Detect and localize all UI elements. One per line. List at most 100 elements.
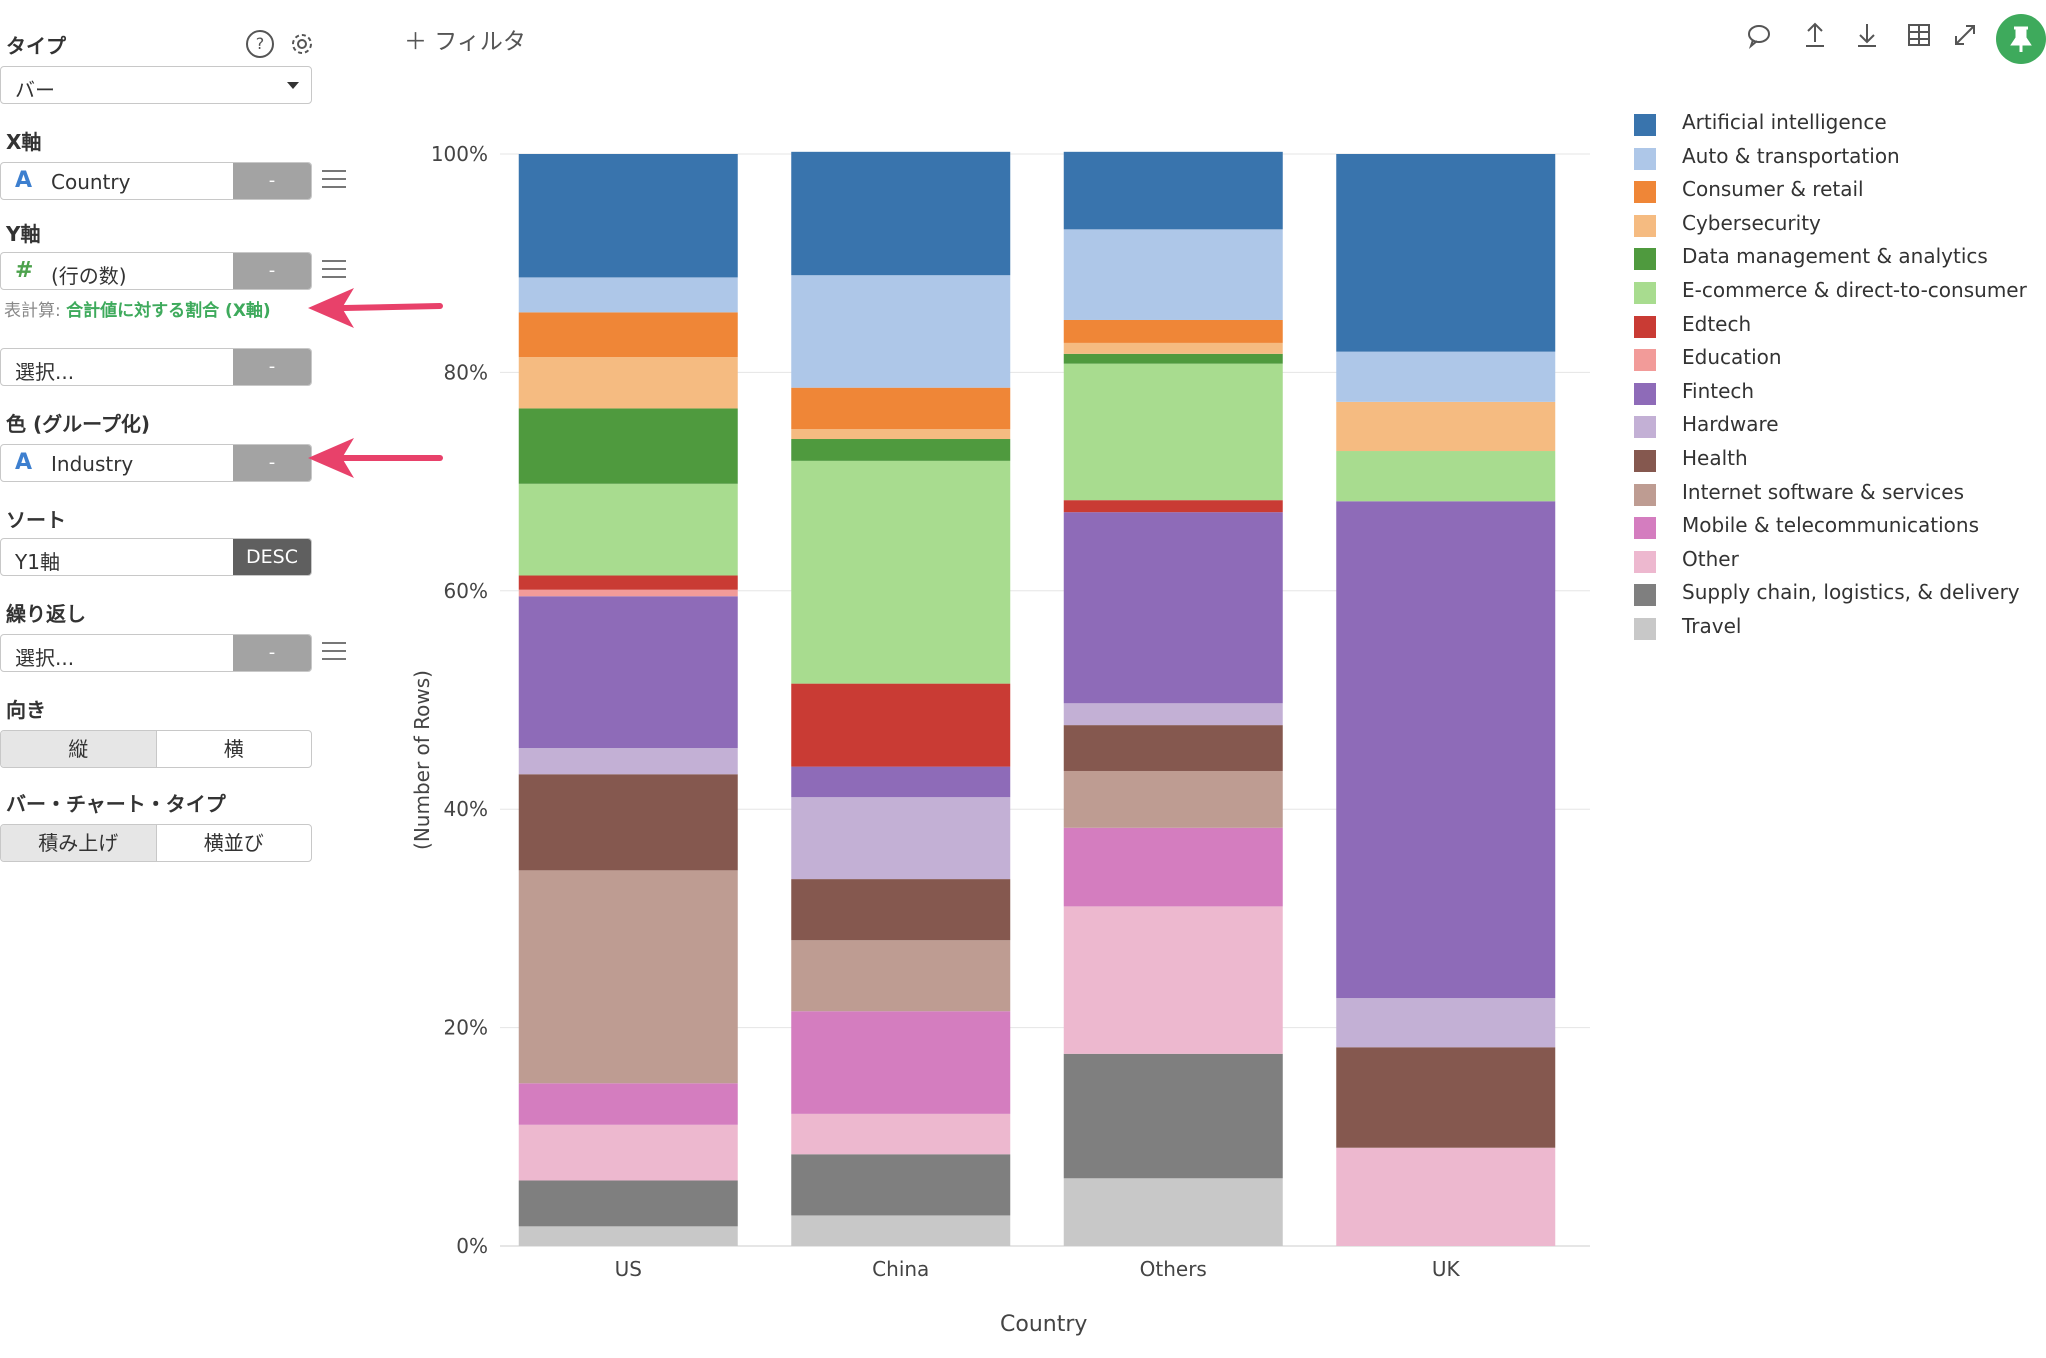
orientation-horizontal[interactable]: 横 — [223, 737, 244, 761]
bar-segment[interactable] — [518, 774, 738, 871]
bar-segment[interactable] — [518, 408, 738, 484]
bar-segment[interactable] — [518, 154, 738, 278]
bar-segment[interactable] — [791, 429, 1011, 440]
color-field[interactable]: A Industry - — [0, 444, 312, 482]
bar-segment[interactable] — [518, 1226, 738, 1246]
legend-swatch — [1634, 450, 1656, 472]
bar-segment[interactable] — [1063, 151, 1283, 230]
color-label: 色 (グループ化) — [6, 412, 151, 436]
bar-segment[interactable] — [791, 275, 1011, 388]
bar-segment[interactable] — [791, 940, 1011, 1012]
bar-segment[interactable] — [1063, 827, 1283, 907]
help-icon[interactable]: ? — [246, 30, 274, 58]
bar-segment[interactable] — [791, 797, 1011, 880]
y-axis-field[interactable]: # (行の数) - — [0, 252, 312, 290]
bar-segment[interactable] — [518, 1180, 738, 1227]
bar-type-stacked[interactable]: 積み上げ — [1, 825, 157, 861]
expand-icon[interactable] — [1950, 20, 1980, 50]
bar-segment[interactable] — [1063, 703, 1283, 726]
y-tick-label: 80% — [444, 360, 488, 384]
bar-segment[interactable] — [1063, 512, 1283, 704]
bar-segment[interactable] — [1063, 229, 1283, 320]
bar-segment[interactable] — [518, 312, 738, 358]
bar-segment[interactable] — [791, 151, 1011, 276]
bar-segment[interactable] — [1336, 401, 1556, 452]
bar-segment[interactable] — [791, 766, 1011, 798]
repeat-label: 繰り返し — [6, 602, 86, 626]
table-calc-prefix: 表計算: — [4, 301, 61, 321]
comment-icon[interactable] — [1744, 20, 1774, 50]
legend-label: Supply chain, logistics, & delivery — [1682, 580, 2020, 605]
bar-segment[interactable] — [791, 1154, 1011, 1216]
bar-segment[interactable] — [791, 879, 1011, 941]
legend-swatch — [1634, 618, 1656, 640]
text-type-icon: A — [15, 168, 33, 193]
bar-segment[interactable] — [1336, 1047, 1556, 1148]
sort-field[interactable]: Y1軸 DESC — [0, 538, 312, 576]
bar-segment[interactable] — [791, 439, 1011, 461]
settings-panel: タイプ ? バー X軸 A Country - Y軸 # (行の数) - 表計算… — [0, 0, 346, 1358]
y2-axis-field[interactable]: 選択... - — [0, 348, 312, 386]
bar-segment[interactable] — [518, 483, 738, 576]
bar-segment[interactable] — [1336, 351, 1556, 402]
table-calc-info[interactable]: 表計算: 合計値に対する割合 (X軸) — [4, 296, 271, 321]
bar-segment[interactable] — [791, 1011, 1011, 1114]
bar-segment[interactable] — [518, 870, 738, 1084]
bar-segment[interactable] — [791, 683, 1011, 767]
orientation-vertical[interactable]: 縦 — [1, 731, 157, 767]
bar-type-label: バー・チャート・タイプ — [6, 792, 226, 816]
bar-segment[interactable] — [1336, 451, 1556, 502]
bar-segment[interactable] — [518, 589, 738, 597]
repeat-agg-button[interactable]: - — [233, 635, 311, 671]
table-icon[interactable] — [1904, 20, 1934, 50]
add-filter-button[interactable]: ＋ フィルタ — [404, 29, 526, 55]
annotation-arrow — [308, 438, 443, 478]
bar-segment[interactable] — [518, 748, 738, 775]
bar-segment[interactable] — [1336, 1147, 1556, 1246]
bar-segment[interactable] — [791, 387, 1011, 430]
bar-segment[interactable] — [1063, 342, 1283, 354]
bar-segment[interactable] — [1336, 501, 1556, 999]
pin-button[interactable] — [1996, 14, 2046, 64]
bar-segment[interactable] — [518, 575, 738, 590]
bar-segment[interactable] — [1063, 770, 1283, 828]
legend-label: Internet software & services — [1682, 479, 1965, 504]
upload-icon[interactable] — [1800, 20, 1830, 50]
menu-icon[interactable] — [322, 260, 346, 280]
x-axis-agg-button[interactable]: - — [233, 163, 311, 199]
color-agg-button[interactable]: - — [233, 445, 311, 481]
legend-label: Consumer & retail — [1682, 177, 1864, 202]
menu-icon[interactable] — [322, 642, 346, 662]
bar-segment[interactable] — [518, 357, 738, 409]
bar-segment[interactable] — [518, 1083, 738, 1125]
bar-segment[interactable] — [1063, 906, 1283, 1054]
bar-segment[interactable] — [518, 596, 738, 749]
bar-segment[interactable] — [1063, 319, 1283, 343]
menu-icon[interactable] — [322, 170, 346, 190]
gear-icon[interactable] — [288, 30, 316, 58]
x-axis-field[interactable]: A Country - — [0, 162, 312, 200]
bar-segment[interactable] — [1063, 500, 1283, 513]
bar-segment[interactable] — [791, 1215, 1011, 1246]
bar-segment[interactable] — [1063, 363, 1283, 501]
bar-segment[interactable] — [1063, 725, 1283, 771]
bar-segment[interactable] — [1063, 353, 1283, 364]
x-axis-label: X軸 — [6, 130, 42, 154]
bar-segment[interactable] — [1336, 998, 1556, 1048]
sort-order-button[interactable]: DESC — [233, 539, 311, 575]
bar-segment[interactable] — [518, 277, 738, 313]
sort-field-name: Y1軸 — [15, 550, 60, 574]
repeat-field[interactable]: 選択... - — [0, 634, 312, 672]
bar-segment[interactable] — [1063, 1053, 1283, 1179]
download-icon[interactable] — [1852, 20, 1882, 50]
bar-segment[interactable] — [791, 460, 1011, 684]
chart-type-select[interactable]: バー — [0, 66, 312, 104]
bar-segment[interactable] — [1063, 1178, 1283, 1246]
bar-type-side-by-side[interactable]: 横並び — [203, 831, 264, 855]
bar-segment[interactable] — [791, 1113, 1011, 1155]
bar-segment[interactable] — [1336, 154, 1556, 352]
y2-axis-agg-button[interactable]: - — [233, 349, 311, 385]
bar-segment[interactable] — [518, 1124, 738, 1181]
y-axis-agg-button[interactable]: - — [233, 253, 311, 289]
table-calc-value[interactable]: 合計値に対する割合 (X軸) — [66, 301, 271, 321]
